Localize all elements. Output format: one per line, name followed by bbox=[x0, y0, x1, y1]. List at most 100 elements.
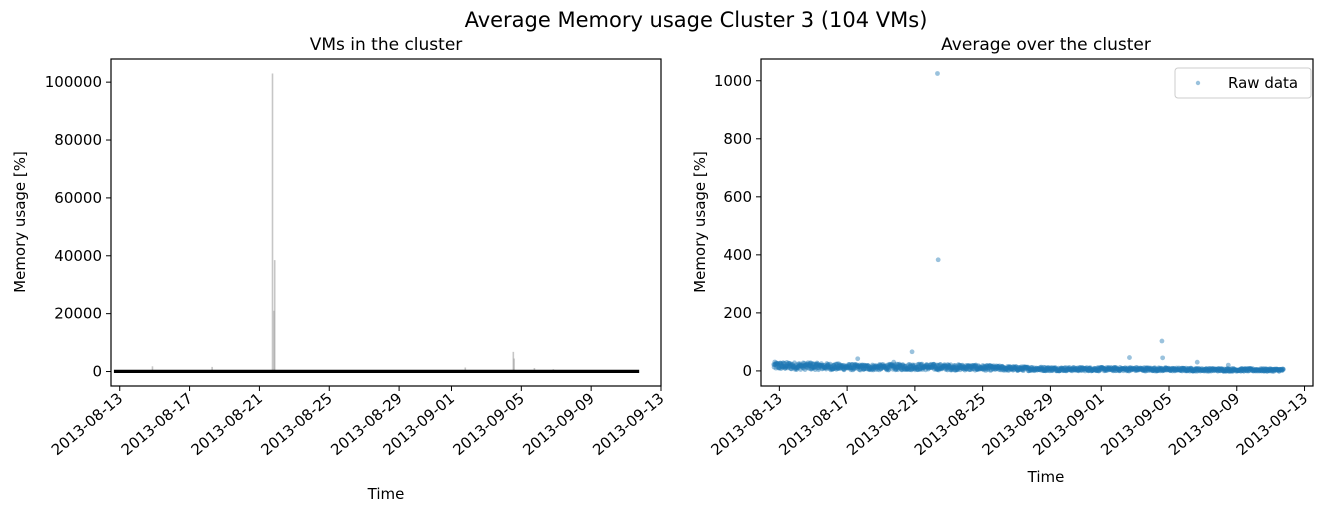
raw-data-point bbox=[1208, 367, 1214, 372]
raw-data-point bbox=[1100, 365, 1106, 371]
raw-data-point bbox=[824, 361, 830, 366]
raw-data-point bbox=[1135, 365, 1141, 371]
raw-data-point bbox=[841, 367, 847, 373]
raw-data-point bbox=[1013, 364, 1019, 369]
raw-data-point bbox=[885, 365, 891, 371]
raw-data-point bbox=[778, 366, 784, 372]
raw-data-outlier bbox=[808, 360, 813, 366]
raw-data-point bbox=[984, 365, 989, 371]
raw-data-point bbox=[1243, 367, 1249, 373]
raw-data-point bbox=[1168, 368, 1173, 374]
raw-data-point bbox=[913, 365, 919, 371]
raw-data-point bbox=[1224, 366, 1229, 372]
raw-data-point bbox=[1202, 367, 1208, 373]
raw-data-point bbox=[1211, 366, 1216, 371]
raw-data-point bbox=[809, 365, 815, 371]
raw-data-point bbox=[916, 361, 922, 367]
raw-data-point bbox=[795, 365, 801, 371]
raw-data-point bbox=[1042, 368, 1048, 374]
raw-data-point bbox=[914, 364, 920, 370]
raw-data-point bbox=[887, 362, 892, 368]
raw-data-point bbox=[799, 363, 805, 369]
raw-data-point bbox=[1152, 365, 1158, 371]
raw-data-point bbox=[1223, 368, 1229, 374]
raw-data-point bbox=[981, 367, 987, 373]
raw-data-point bbox=[895, 364, 900, 370]
raw-data-point bbox=[845, 365, 851, 371]
raw-data-point bbox=[964, 366, 969, 372]
raw-data-point bbox=[775, 364, 781, 370]
raw-data-point bbox=[1090, 368, 1096, 373]
raw-data-point bbox=[774, 361, 780, 367]
raw-data-point bbox=[938, 365, 944, 371]
raw-data-point bbox=[874, 364, 879, 369]
raw-data-point bbox=[1000, 364, 1006, 370]
raw-data-point bbox=[877, 363, 883, 368]
raw-data-point bbox=[957, 362, 963, 368]
raw-data-point bbox=[970, 366, 976, 372]
raw-data-point bbox=[780, 364, 786, 370]
raw-data-point bbox=[1158, 366, 1163, 372]
raw-data-point bbox=[886, 361, 892, 367]
right-y-tick-label: 400 bbox=[723, 246, 752, 264]
raw-data-point bbox=[861, 367, 867, 372]
raw-data-point bbox=[918, 362, 924, 368]
raw-data-point bbox=[889, 363, 895, 369]
raw-data-point bbox=[774, 361, 780, 367]
raw-data-point bbox=[1201, 366, 1206, 372]
raw-data-point bbox=[1160, 367, 1166, 373]
raw-data-point bbox=[1196, 366, 1202, 372]
raw-data-point bbox=[774, 360, 780, 366]
raw-data-point bbox=[806, 363, 812, 369]
raw-data-point bbox=[1236, 368, 1242, 374]
raw-data-point bbox=[780, 360, 786, 366]
raw-data-point bbox=[905, 365, 911, 371]
raw-data-point bbox=[1016, 365, 1022, 371]
raw-data-point bbox=[1221, 366, 1227, 372]
raw-data-outlier bbox=[1159, 338, 1165, 344]
raw-data-point bbox=[1170, 366, 1176, 372]
raw-data-point bbox=[1105, 366, 1111, 372]
raw-data-point bbox=[1225, 368, 1231, 374]
raw-data-point bbox=[1255, 368, 1260, 374]
raw-data-point bbox=[1215, 366, 1221, 372]
right-y-tick-label: 0 bbox=[742, 362, 752, 380]
raw-data-point bbox=[884, 366, 890, 372]
raw-data-point bbox=[967, 364, 973, 370]
left-x-tick-label: 2013-09-05 bbox=[450, 389, 528, 459]
raw-data-point bbox=[1154, 366, 1159, 372]
raw-data-point bbox=[1280, 366, 1286, 372]
raw-data-point bbox=[1049, 368, 1055, 374]
raw-data-point bbox=[1219, 367, 1225, 373]
raw-data-point bbox=[853, 362, 859, 367]
raw-data-point bbox=[1106, 365, 1112, 371]
raw-data-point bbox=[1178, 368, 1184, 374]
raw-data-point bbox=[827, 366, 833, 372]
raw-data-point bbox=[1161, 367, 1167, 373]
raw-data-point bbox=[1194, 368, 1200, 374]
raw-data-point bbox=[935, 366, 941, 372]
raw-data-point bbox=[1188, 365, 1194, 371]
raw-data-point bbox=[1042, 365, 1048, 370]
raw-data-point bbox=[830, 366, 836, 372]
raw-data-point bbox=[1229, 367, 1235, 373]
raw-data-point bbox=[1129, 367, 1134, 373]
raw-data-point bbox=[902, 367, 907, 372]
raw-data-point bbox=[1098, 365, 1104, 371]
raw-data-point bbox=[1236, 367, 1242, 373]
raw-data-point bbox=[947, 367, 953, 373]
raw-data-point bbox=[784, 363, 789, 369]
raw-data-point bbox=[1055, 367, 1061, 373]
raw-data-point bbox=[989, 363, 995, 369]
raw-data-point bbox=[854, 365, 859, 370]
raw-data-point bbox=[1027, 368, 1033, 374]
raw-data-point bbox=[1192, 368, 1198, 374]
raw-data-point bbox=[1143, 368, 1149, 374]
raw-data-point bbox=[836, 363, 841, 369]
raw-data-point bbox=[828, 363, 834, 369]
raw-data-point bbox=[803, 362, 809, 368]
raw-data-point bbox=[1196, 366, 1202, 372]
figure-title: Average Memory usage Cluster 3 (104 VMs) bbox=[464, 8, 928, 32]
raw-data-point bbox=[1077, 365, 1083, 370]
